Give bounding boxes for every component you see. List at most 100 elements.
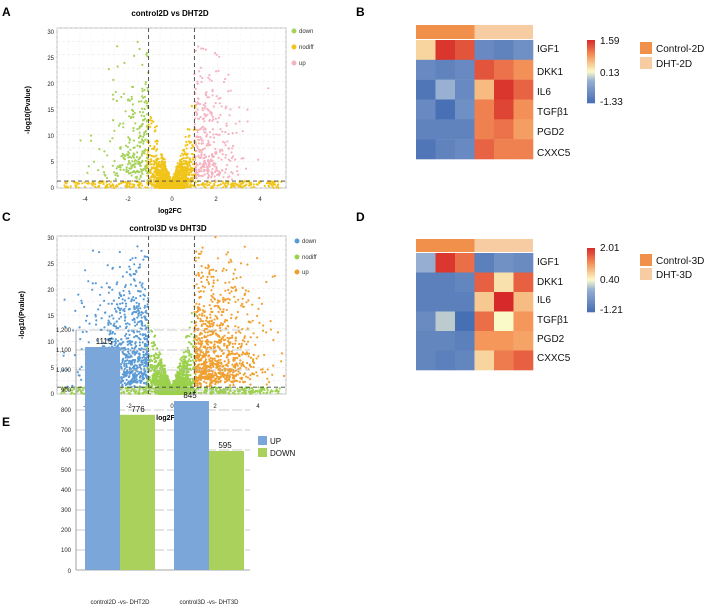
point-nodiff [184, 173, 187, 176]
point-up [197, 138, 200, 142]
point-down [129, 171, 132, 175]
point-nodiff [176, 366, 179, 369]
point-nodiff [72, 392, 76, 395]
point-up [221, 153, 224, 156]
point-down [111, 164, 114, 167]
point-nodiff [176, 162, 179, 165]
point-down [141, 90, 144, 93]
point-nodiff [197, 184, 200, 187]
panel-letter-a: A [2, 5, 11, 19]
volcano-2d-ytick: 20 [47, 82, 54, 88]
point-nodiff [154, 161, 157, 164]
point-up [211, 163, 214, 167]
volcano-2d-ytick: 30 [47, 30, 54, 36]
point-up [198, 148, 201, 151]
point-nodiff [149, 379, 152, 382]
point-nodiff [180, 163, 183, 166]
point-nodiff [186, 380, 189, 383]
point-up [227, 90, 230, 93]
point-nodiff [180, 184, 184, 187]
point-up [197, 117, 200, 120]
point-nodiff [225, 185, 228, 188]
legend-label-nodiff: nodiff [299, 45, 314, 51]
point-down [145, 120, 148, 123]
point-up [215, 169, 218, 172]
point-nodiff [160, 153, 163, 156]
point-nodiff [172, 175, 175, 178]
point-up [198, 70, 201, 73]
point-down [143, 131, 146, 134]
point-nodiff [185, 140, 188, 144]
point-down [132, 154, 135, 158]
point-nodiff [153, 186, 156, 189]
point-nodiff [187, 350, 190, 353]
point-down [139, 161, 142, 164]
point-nodiff [179, 365, 182, 368]
point-nodiff [191, 144, 194, 147]
point-nodiff [163, 158, 166, 161]
point-down [128, 99, 132, 102]
point-up [212, 133, 215, 136]
point-nodiff [93, 185, 97, 188]
legend-swatch-up [291, 60, 297, 66]
point-nodiff [149, 355, 152, 358]
point-up [217, 97, 220, 100]
point-nodiff [149, 144, 152, 147]
point-up [201, 139, 204, 142]
point-up [214, 147, 217, 150]
point-down [120, 95, 123, 99]
point-nodiff [161, 184, 164, 187]
point-nodiff [159, 177, 163, 180]
point-down [140, 123, 143, 126]
point-down [113, 159, 116, 163]
point-up [224, 77, 227, 81]
volA-plot-area [56, 27, 287, 190]
point-nodiff [191, 152, 194, 156]
point-up [229, 89, 232, 92]
point-down [131, 113, 134, 116]
point-down [114, 90, 117, 94]
point-nodiff [157, 361, 160, 364]
point-nodiff [272, 186, 275, 190]
point-down [132, 163, 135, 167]
point-nodiff [184, 185, 187, 188]
point-down [136, 160, 139, 163]
point-up [219, 128, 222, 131]
point-down [138, 131, 141, 134]
point-nodiff [161, 374, 164, 378]
point-up [203, 107, 206, 110]
point-down [145, 132, 148, 136]
point-nodiff [182, 364, 185, 367]
point-nodiff [266, 389, 269, 392]
point-down [129, 148, 132, 151]
point-up [197, 102, 200, 105]
point-up [224, 156, 227, 159]
point-nodiff [168, 185, 171, 188]
point-up [219, 96, 222, 100]
point-down [133, 166, 136, 169]
point-nodiff [192, 158, 195, 161]
point-nodiff [239, 185, 242, 188]
point-nodiff [165, 380, 168, 383]
point-up [211, 90, 214, 93]
point-nodiff [177, 376, 180, 379]
point-nodiff [248, 184, 251, 187]
point-nodiff [273, 183, 277, 186]
point-nodiff [187, 140, 190, 143]
point-nodiff [151, 345, 154, 348]
point-down [119, 168, 122, 171]
point-nodiff [271, 180, 274, 183]
point-down [128, 152, 131, 155]
point-down [90, 139, 93, 142]
point-up [218, 55, 221, 58]
point-nodiff [160, 169, 164, 172]
point-nodiff [156, 157, 159, 160]
point-nodiff [157, 162, 160, 165]
point-down [126, 99, 130, 102]
point-nodiff [83, 185, 86, 188]
point-up [212, 105, 215, 108]
point-nodiff [185, 335, 188, 339]
point-down [128, 137, 131, 140]
point-up [209, 111, 212, 114]
point-up [207, 177, 210, 180]
